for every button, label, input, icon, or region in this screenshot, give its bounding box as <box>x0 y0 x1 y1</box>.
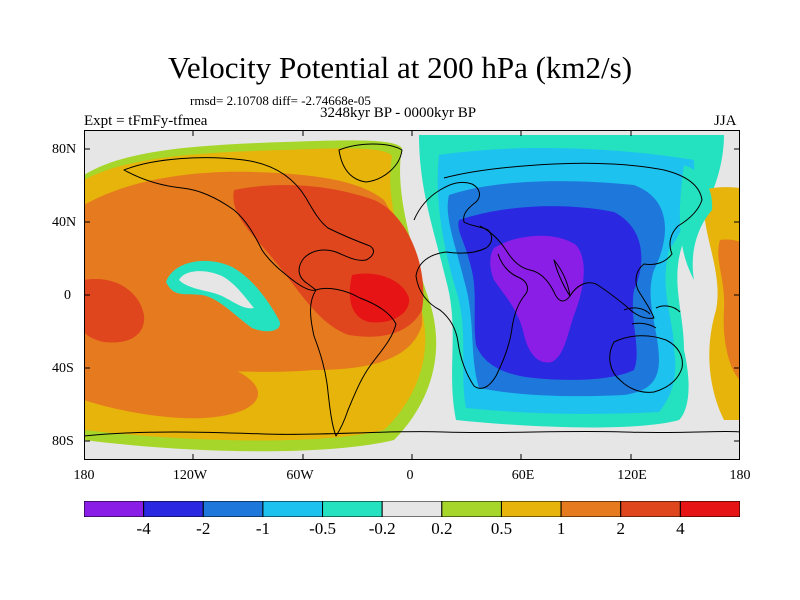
east-pacific-negative-blob <box>166 260 280 332</box>
season-label: JJA <box>714 113 737 129</box>
colorbar-label: -1 <box>255 519 270 538</box>
europe-africa-coast <box>413 181 528 389</box>
colorbar-label: 4 <box>676 519 685 538</box>
maritime-continent-coast <box>623 305 681 329</box>
australia-coast <box>609 335 683 393</box>
lon-tick-180w: 180 <box>73 468 95 483</box>
colorbar-box <box>560 501 622 517</box>
asia-coast <box>443 162 703 319</box>
contour-1-south <box>84 330 259 419</box>
colorbar-label: 1 <box>556 519 566 538</box>
colorbar-box <box>322 501 383 517</box>
lat-tick-40s: 40S <box>52 361 74 376</box>
colorbar-label: -4 <box>136 519 151 538</box>
lat-tick-80s: 80S <box>52 434 74 449</box>
lat-tick-40n: 40N <box>52 215 77 230</box>
lon-tick-60w: 60W <box>286 468 314 483</box>
colorbar-label: -0.5 <box>309 519 336 538</box>
velocity-potential-map <box>84 130 740 460</box>
contour-2-west <box>84 279 145 343</box>
greenland-coast <box>338 143 403 183</box>
colorbar-box <box>679 501 740 517</box>
colorbar-box <box>84 501 145 517</box>
colorbar-label: -2 <box>196 519 211 538</box>
contour-4 <box>349 273 410 323</box>
contour-east-positive-2 <box>718 239 740 380</box>
axis-ticks <box>84 130 740 460</box>
colorbar-box <box>262 501 324 517</box>
south-america-coast <box>310 287 397 437</box>
negative-anomaly-region <box>419 135 724 428</box>
lon-tick-120e: 120E <box>617 468 647 483</box>
colorbar-box <box>202 501 264 517</box>
stats-line: rmsd= 2.10708 diff= -2.74668e-05 <box>190 93 371 108</box>
antarctica-coast <box>84 430 740 437</box>
india-coast <box>553 259 571 297</box>
contour-east-negative <box>679 165 713 280</box>
colorbar-box <box>500 501 562 517</box>
experiment-label: Expt = tFmFy-tfmea <box>84 113 208 129</box>
lat-tick-0: 0 <box>64 288 71 303</box>
colorbar-box <box>143 501 204 517</box>
lat-tick-80n: 80N <box>52 142 77 157</box>
colorbar-label: 2 <box>616 519 625 538</box>
contour-minus-4 <box>490 235 584 363</box>
coastlines <box>84 143 740 437</box>
page-title: Velocity Potential at 200 hPa (km2/s) <box>167 50 633 85</box>
colorbar-box <box>381 501 443 517</box>
colorbar-label: -0.2 <box>368 519 396 538</box>
period-label: 3248kyr BP - 0000kyr BP <box>320 105 477 121</box>
colorbar-labels: -4 -2 -1 -0.5 -0.2 0.2 0.5 1 2 4 <box>84 517 740 541</box>
lon-tick-120w: 120W <box>172 468 208 483</box>
north-america-coast <box>123 157 374 291</box>
colorbar <box>84 501 740 517</box>
colorbar-label: 0.2 <box>431 519 453 538</box>
colorbar-label: 0.5 <box>490 519 513 538</box>
colorbar-box <box>620 501 681 517</box>
dateline-wrap-region <box>679 165 740 420</box>
lon-tick-180e: 180 <box>729 468 751 483</box>
lon-tick-60e: 60E <box>511 468 535 483</box>
colorbar-box <box>441 501 502 517</box>
lon-tick-0: 0 <box>406 468 414 483</box>
contour-minus-0.2-core <box>179 271 254 309</box>
